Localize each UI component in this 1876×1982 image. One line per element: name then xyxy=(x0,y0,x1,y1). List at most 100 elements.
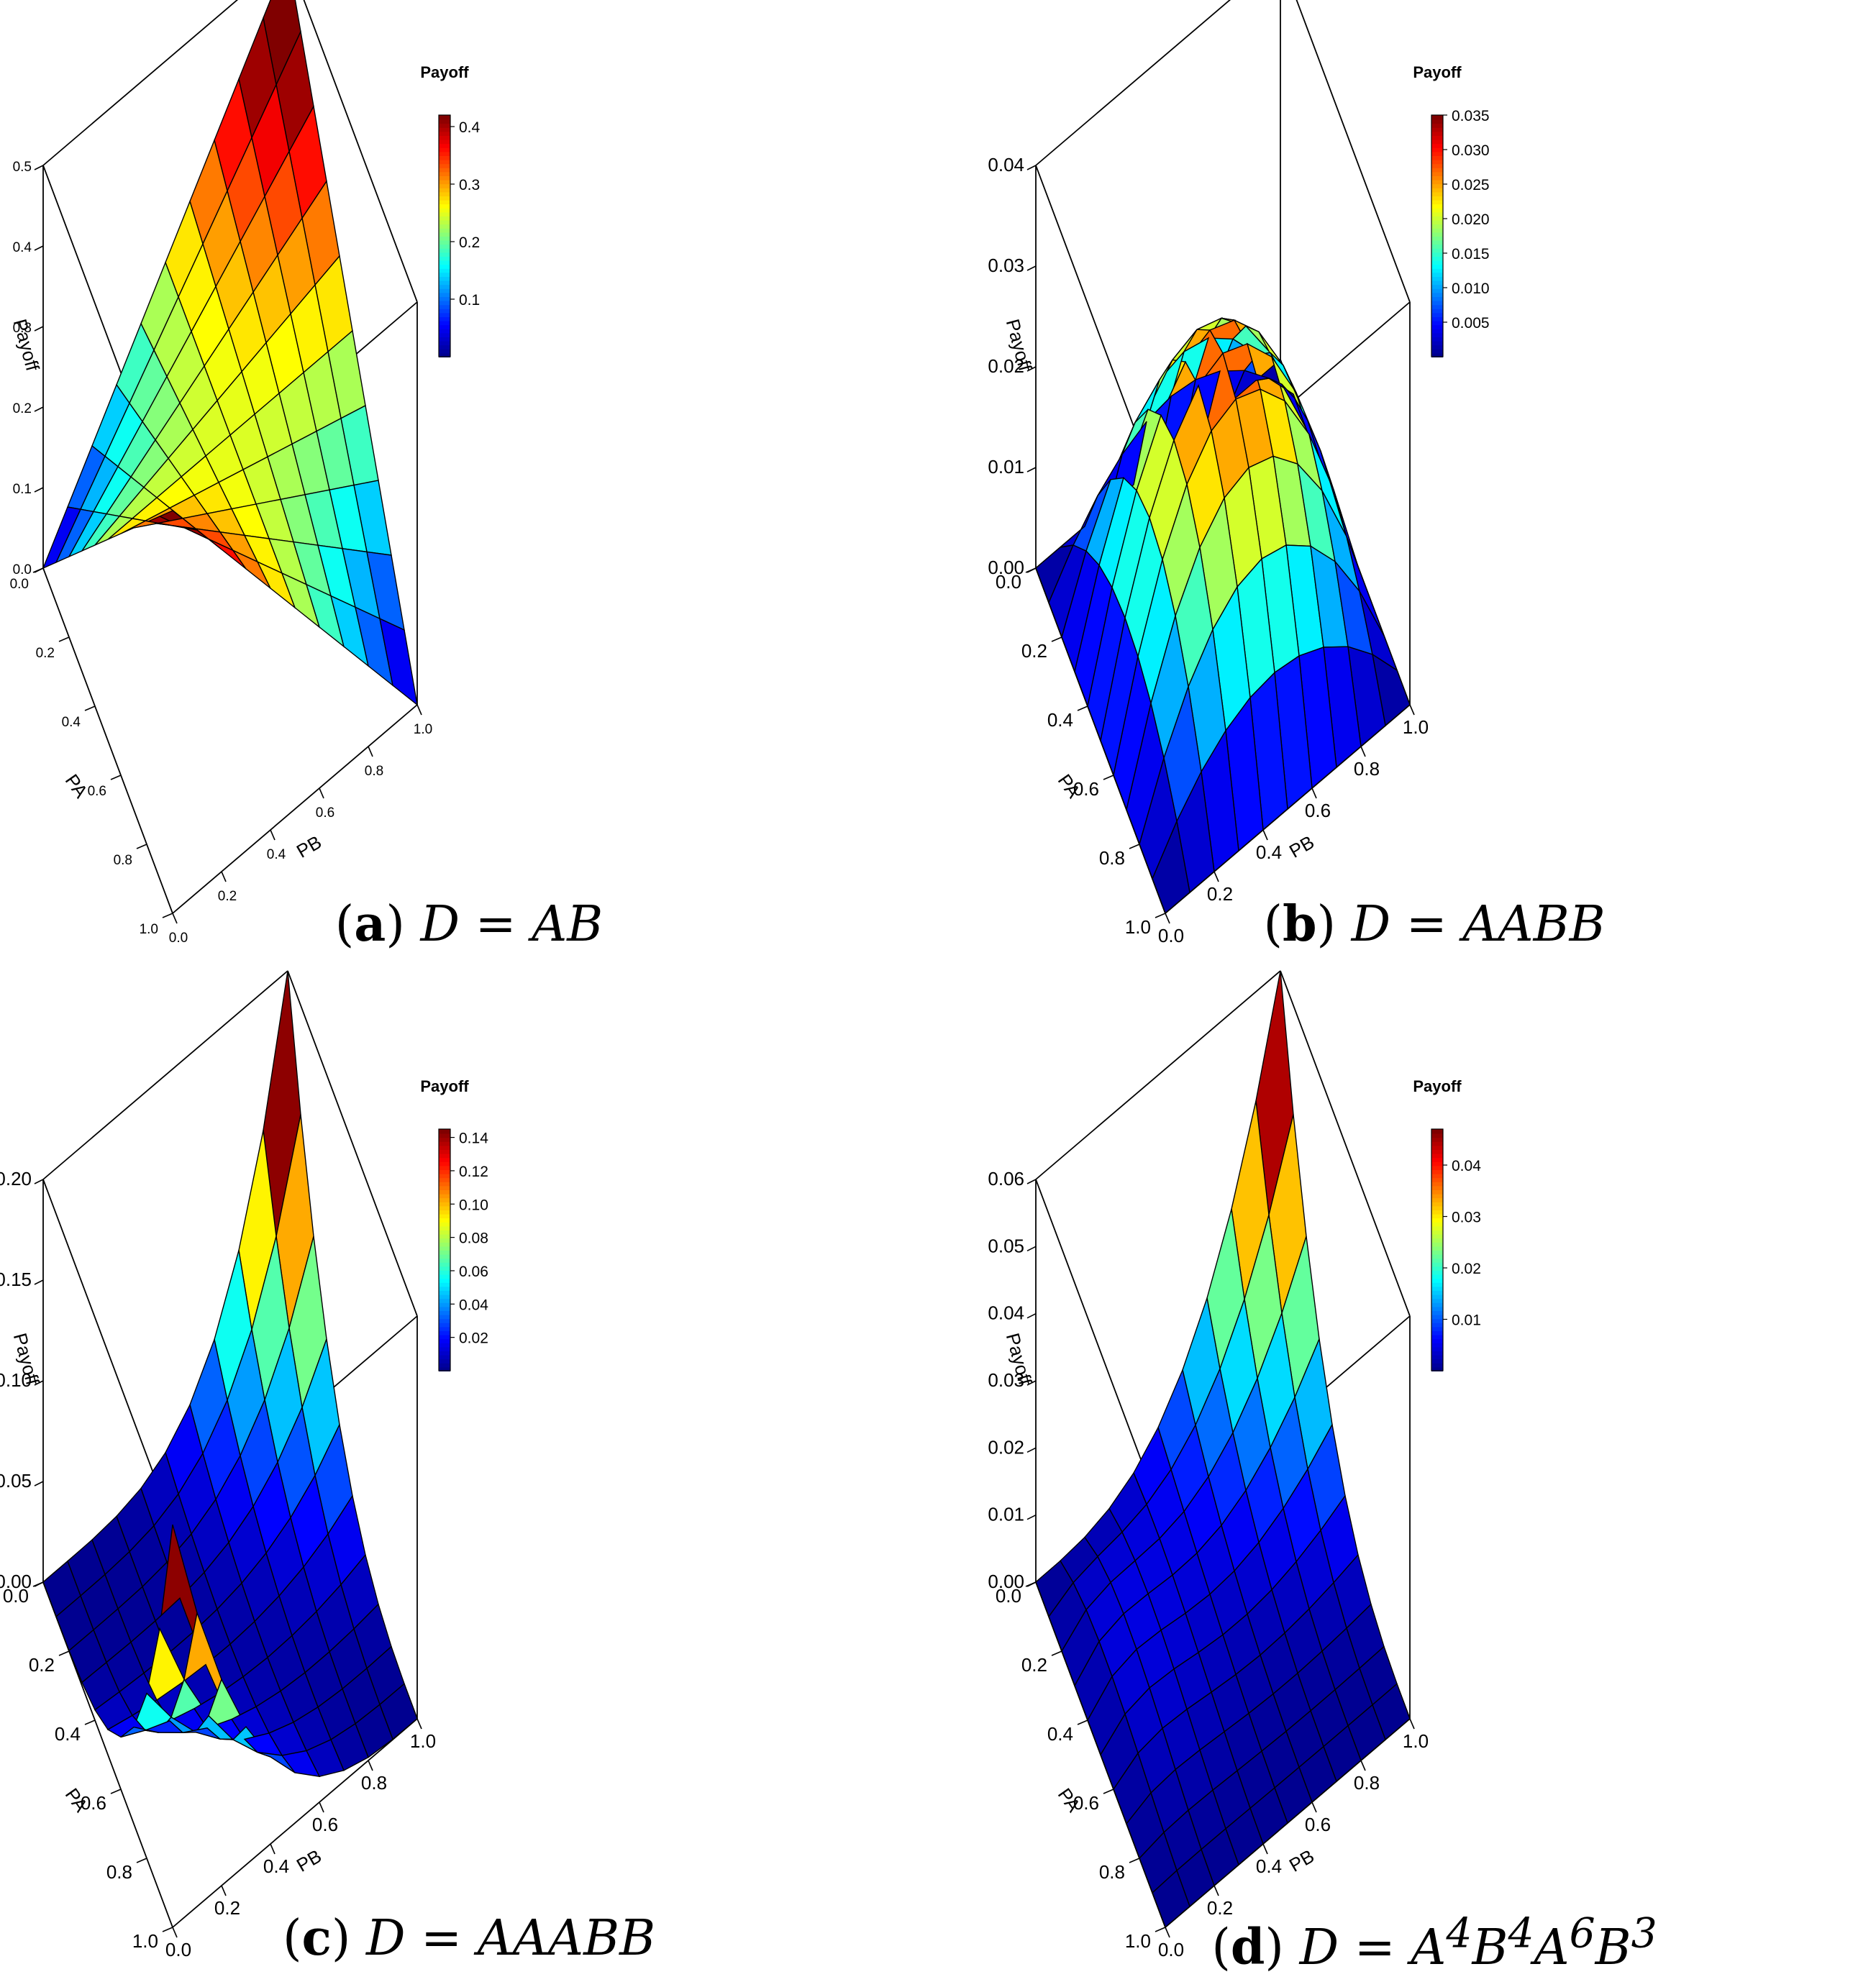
colorbar-band xyxy=(1431,324,1443,329)
colorbar-band xyxy=(439,1310,450,1315)
z-tick-mark xyxy=(1026,1312,1037,1319)
colorbar-band xyxy=(439,232,450,237)
colorbar-band xyxy=(1431,147,1443,152)
colorbar-title: Payoff xyxy=(420,1077,469,1095)
colorbar-frame xyxy=(438,114,451,357)
colorbar-band xyxy=(439,256,450,261)
colorbar-band xyxy=(439,236,450,241)
box-edge xyxy=(42,0,239,166)
x-tick-mark xyxy=(32,567,44,573)
x-tick-label: 1.0 xyxy=(1125,1930,1151,1952)
colorbar-band xyxy=(439,1338,450,1343)
colorbar-band xyxy=(439,207,450,213)
colorbar-band xyxy=(1431,340,1443,346)
colorbar-band xyxy=(439,1278,450,1283)
colorbar-band xyxy=(1431,1205,1443,1210)
colorbar-band xyxy=(439,1253,450,1259)
colorbar-band xyxy=(1431,1169,1443,1174)
x-tick-label: 0.2 xyxy=(1021,1654,1047,1676)
colorbar-title: Payoff xyxy=(420,63,469,81)
box-edge xyxy=(172,704,418,914)
y-tick-mark xyxy=(416,1718,422,1730)
colorbar-band xyxy=(439,1261,450,1267)
colorbar-band xyxy=(439,119,450,124)
z-tick-mark xyxy=(34,245,44,251)
caption-b-letter: b xyxy=(1282,895,1317,953)
colorbar-band xyxy=(439,324,450,329)
colorbar-band xyxy=(1431,207,1443,213)
z-tick-mark xyxy=(34,487,44,493)
caption-c-letter: c xyxy=(301,1909,332,1967)
colorbar-band xyxy=(439,224,450,229)
box-edge xyxy=(1280,970,1411,1317)
colorbar-tick-label: 0.04 xyxy=(1452,1158,1481,1174)
y-tick-label: 1.0 xyxy=(410,1730,436,1752)
colorbar-band xyxy=(439,1145,450,1150)
panel-a: 0.0 0.1 0.2 0.3 0.4 0.5 Payoff 0.0 0.2 0.4 0.6 0.8 1… xyxy=(0,0,938,991)
x-tick-label: 0.4 xyxy=(1047,1723,1073,1745)
z-tick-label: 0.3 xyxy=(13,321,32,336)
y-tick-mark xyxy=(270,1843,276,1855)
colorbar-band xyxy=(1431,1346,1443,1351)
colorbar-band xyxy=(1431,1193,1443,1199)
z-tick-mark xyxy=(34,1179,44,1184)
colorbar-band xyxy=(1431,308,1443,314)
x-tick-label: 0.6 xyxy=(81,1792,106,1814)
colorbar: Payoff 0.005 0.010 0.015 0.020 0.025 0.030 0.03… xyxy=(1413,63,1490,357)
x-tick-label: 0.8 xyxy=(1099,847,1125,869)
axis-ticks: 0.000.010.020.030.04Payoff0.00.20.40.60.… xyxy=(988,154,1429,946)
surface-patch xyxy=(120,1726,159,1738)
colorbar-band xyxy=(1431,337,1443,342)
z-tick-mark xyxy=(1026,1447,1037,1453)
colorbar-band xyxy=(439,1129,450,1134)
y-tick-label: 0.0 xyxy=(1158,1939,1184,1960)
colorbar-tick-label: 0.4 xyxy=(459,119,481,136)
colorbar-band xyxy=(1431,236,1443,241)
colorbar-band xyxy=(1431,1230,1443,1235)
x-tick-mark xyxy=(1103,775,1114,780)
colorbar-tick-label: 0.020 xyxy=(1452,211,1490,228)
colorbar-band xyxy=(439,1346,450,1351)
colorbar-band xyxy=(1431,1250,1443,1255)
colorbar-band xyxy=(439,1298,450,1303)
colorbar-band xyxy=(1431,1294,1443,1300)
x-tick-mark xyxy=(58,636,70,642)
colorbar-band xyxy=(439,1322,450,1328)
z-tick-label: 0.20 xyxy=(0,1168,32,1189)
colorbar-band xyxy=(1431,1145,1443,1150)
x-tick-mark xyxy=(32,1581,44,1587)
y-tick-label: 0.8 xyxy=(365,764,383,779)
colorbar-band xyxy=(439,244,450,249)
caption-d-expr: D = A4B4A6B3 xyxy=(1299,1909,1657,1976)
box-edge xyxy=(303,0,418,303)
y-tick-label: 0.4 xyxy=(1256,841,1282,863)
colorbar-tick-label: 0.12 xyxy=(459,1164,488,1180)
colorbar-band xyxy=(439,1362,450,1368)
x-tick-label: 0.0 xyxy=(10,577,29,592)
colorbar-band xyxy=(439,264,450,269)
panel-b: 0.00 0.01 0.02 0.03 0.04 Payoff 0.0 0.2 0.4 0.6 0.… xyxy=(988,0,1876,991)
colorbar-band xyxy=(1431,1298,1443,1303)
colorbar-band xyxy=(1431,1282,1443,1287)
colorbar-band xyxy=(1431,1201,1443,1207)
colorbar-band xyxy=(1431,264,1443,269)
colorbar-band xyxy=(1431,123,1443,128)
chart-root: 0.0 0.1 0.2 0.3 0.4 0.5 Payoff 0.0 0.2 0.4 0.6 0.8 1… xyxy=(9,0,481,946)
colorbar-band xyxy=(1431,183,1443,188)
box-edge xyxy=(1035,970,1281,1180)
colorbar-band xyxy=(439,1358,450,1364)
z-tick-mark xyxy=(1026,165,1037,170)
colorbar-band xyxy=(1431,1278,1443,1283)
z-tick-label: 0.15 xyxy=(0,1269,32,1290)
colorbar-band xyxy=(1431,1246,1443,1251)
panel-d: 0.00 0.01 0.02 0.03 0.04 0.05 0.06 Payoff 0.0 0.2… xyxy=(988,970,1876,1982)
x-tick-label: 0.2 xyxy=(1021,640,1047,662)
colorbar-tick-label: 0.005 xyxy=(1452,315,1490,332)
colorbar-band xyxy=(1431,284,1443,289)
colorbar-tick-label: 0.1 xyxy=(459,292,480,309)
colorbar-band xyxy=(1431,288,1443,293)
colorbar-tick-label: 0.10 xyxy=(459,1197,488,1213)
colorbar-tick-label: 0.015 xyxy=(1452,246,1490,262)
colorbar-band xyxy=(439,123,450,128)
colorbar-band xyxy=(1431,1358,1443,1364)
